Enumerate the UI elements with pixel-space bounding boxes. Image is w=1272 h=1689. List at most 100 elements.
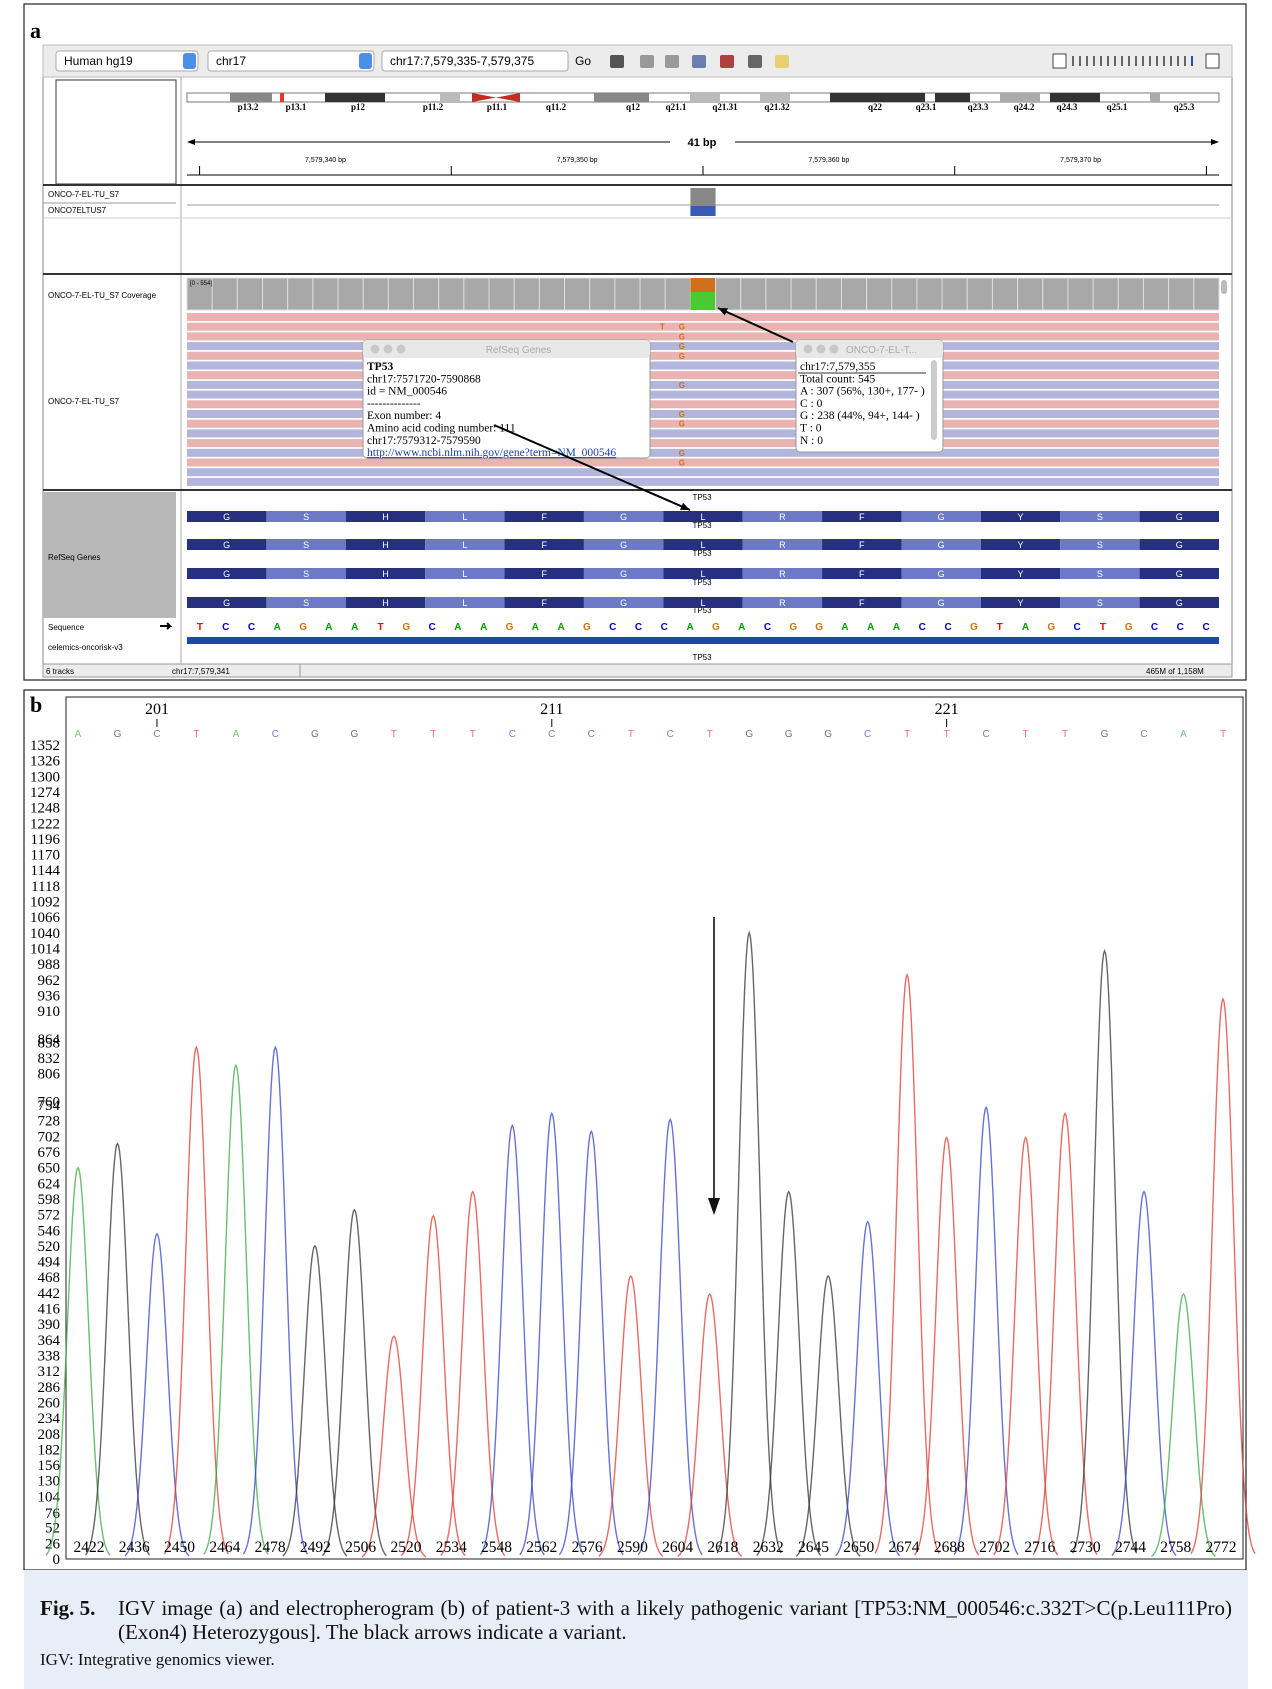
zoom-tick [1135, 56, 1137, 66]
popup-link[interactable]: http://www.ncbi.nlm.nih.gov/gene?term=NM… [367, 447, 616, 459]
read [187, 449, 1219, 457]
caption-box: Fig. 5. IGV image (a) and electropherogr… [24, 1570, 1248, 1689]
amino-acid: S [1097, 512, 1103, 522]
toolbar-icon[interactable] [775, 55, 789, 68]
coverage-bar [414, 278, 439, 310]
base-call: A [233, 729, 240, 740]
gene-label: TP53 [692, 521, 712, 530]
coverage-bar [766, 278, 791, 310]
window-button[interactable] [397, 345, 406, 354]
sequence-base: A [841, 622, 848, 633]
x-tick-label: 2674 [889, 1539, 920, 1556]
popup-scroll [931, 360, 937, 440]
amino-acid: H [382, 598, 389, 608]
read-mismatch: G [679, 449, 699, 458]
toolbar-icon[interactable] [692, 55, 706, 68]
cytoband [830, 93, 925, 102]
popup-line: TP53 [367, 361, 393, 373]
amino-acid: H [382, 512, 389, 522]
zoom-tick [1177, 56, 1179, 66]
window-button[interactable] [817, 345, 826, 354]
genome-select-text: Human hg19 [64, 54, 133, 68]
sequence-base: C [428, 622, 435, 633]
amino-acid: G [223, 569, 230, 579]
x-tick-label: 2576 [572, 1539, 603, 1556]
y-tick-label: 546 [38, 1223, 61, 1239]
amino-acid: G [620, 569, 627, 579]
zoom-tick [1086, 56, 1088, 66]
amino-acid: F [859, 512, 865, 522]
base-call: G [785, 729, 793, 740]
sequence-base: C [222, 622, 229, 633]
window-button[interactable] [384, 345, 393, 354]
coverage-bar [1068, 278, 1093, 310]
locus-box-text: chr17:7,579,335-7,579,375 [390, 54, 534, 68]
cytoband [325, 93, 385, 102]
amino-acid: R [779, 512, 786, 522]
sequence-base: A [480, 622, 487, 633]
base-call: A [1180, 729, 1187, 740]
sequence-base: C [1202, 622, 1209, 633]
toolbar-icon[interactable] [640, 55, 654, 68]
cytoband-label: p12 [351, 102, 366, 112]
go-button[interactable]: Go [575, 54, 591, 68]
coverage-bar [841, 278, 866, 310]
read [187, 342, 1219, 350]
y-tick-label: 1222 [30, 816, 60, 832]
zoom-tick [1079, 56, 1081, 66]
y-tick-label: 364 [38, 1333, 61, 1349]
sequence-base: C [944, 622, 951, 633]
ruler-tick-label: 7,579,350 bp [557, 157, 598, 164]
genome-select-arrow [183, 53, 196, 69]
window-button[interactable] [371, 345, 380, 354]
window-button[interactable] [830, 345, 839, 354]
zoom-tick [1114, 56, 1116, 66]
y-tick-label: 1170 [31, 848, 60, 864]
gene-label: TP53 [692, 653, 712, 662]
base-call: T [193, 729, 199, 740]
y-tick-label: 1352 [30, 738, 60, 754]
coverage-bar [1118, 278, 1143, 310]
y-tick-label: 1066 [30, 910, 61, 926]
amino-acid: S [303, 569, 309, 579]
y-tick-label: 572 [38, 1208, 61, 1224]
y-tick-label: 286 [38, 1380, 61, 1396]
toolbar-icon[interactable] [748, 55, 762, 68]
toolbar-icon[interactable] [720, 55, 734, 68]
zoom-tick [1191, 56, 1193, 66]
x-tick-label: 2562 [526, 1539, 557, 1556]
zoom-tick [1100, 56, 1102, 66]
coverage-bar [816, 278, 841, 310]
popup-title: ONCO-7-EL-T... [846, 345, 917, 356]
caption-note: IGV: Integrative genomics viewer. [40, 1650, 275, 1670]
x-tick-label: 2422 [74, 1539, 105, 1556]
cytoband-label: q24.3 [1057, 102, 1078, 112]
y-tick-label: 468 [38, 1270, 61, 1286]
amino-acid: L [462, 512, 467, 522]
base-call: T [391, 729, 397, 740]
cytoband-label: q24.2 [1014, 102, 1035, 112]
coverage-bar [363, 278, 388, 310]
window-button[interactable] [804, 345, 813, 354]
zoom-out[interactable] [1053, 54, 1066, 68]
coverage-bar [867, 278, 892, 310]
amino-acid: G [938, 598, 945, 608]
read [187, 332, 1219, 340]
coverage-bar [313, 278, 338, 310]
y-tick-label: 702 [38, 1129, 61, 1145]
y-tick-label: 208 [38, 1427, 61, 1443]
base-call: T [904, 729, 910, 740]
cytoband [760, 93, 790, 102]
coverage-bar [489, 278, 514, 310]
coverage-bar [565, 278, 590, 310]
zoom-in[interactable] [1206, 54, 1219, 68]
sequence-base: A [454, 622, 461, 633]
plot-frame [66, 697, 1243, 1559]
y-tick-label: 1248 [30, 801, 60, 817]
toolbar-icon[interactable] [665, 55, 679, 68]
toolbar-icon[interactable] [610, 55, 624, 68]
base-call: G [311, 729, 319, 740]
base-call: T [430, 729, 436, 740]
position-label: 221 [935, 701, 959, 718]
